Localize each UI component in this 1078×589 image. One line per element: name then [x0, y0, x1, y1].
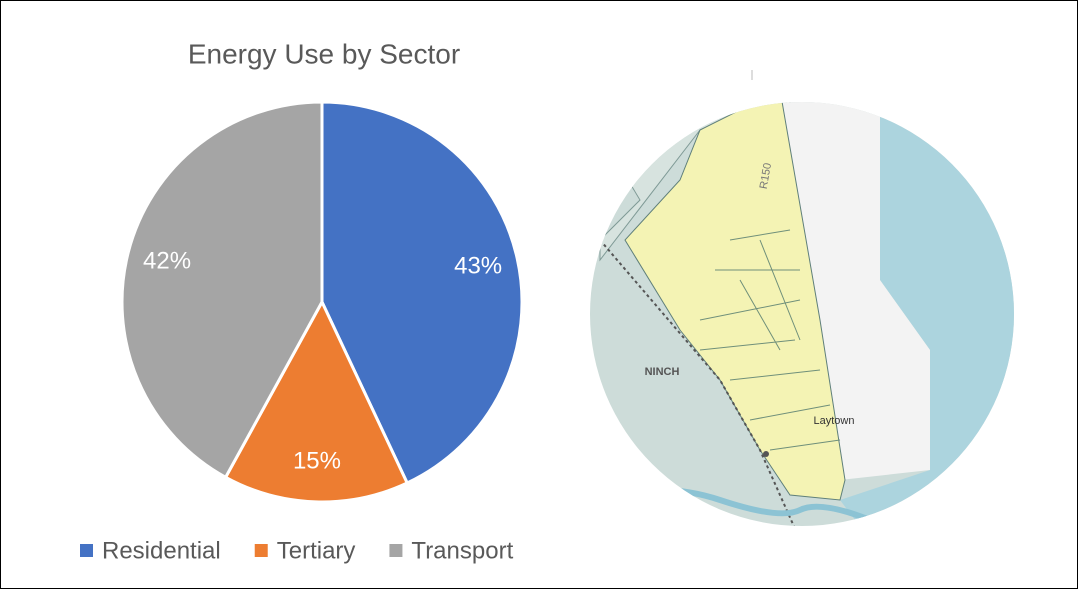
legend-label: Tertiary — [277, 537, 356, 564]
map-area — [624, 102, 846, 501]
map-railway — [599, 239, 801, 526]
legend-label: Residential — [102, 537, 221, 564]
map-beach — [780, 102, 930, 480]
data-label: 15% — [293, 447, 341, 474]
data-label: 43% — [454, 252, 502, 279]
legend-swatch — [389, 544, 403, 557]
data-label: 42% — [143, 248, 191, 275]
chart-title: Energy Use by Sector — [188, 38, 460, 69]
map-label: R150 — [758, 162, 774, 190]
legend-swatch — [254, 544, 268, 557]
legend-label: Transport — [411, 537, 513, 564]
pie-slice — [223, 298, 410, 504]
map-point — [763, 451, 769, 457]
pie-slice — [320, 100, 524, 485]
map-label: Laytown — [814, 415, 855, 427]
map — [590, 102, 1014, 526]
legend-swatch — [80, 544, 93, 557]
map-parcels — [699, 229, 841, 451]
map-label: NINCH — [645, 366, 680, 378]
pie-slice — [120, 100, 324, 480]
